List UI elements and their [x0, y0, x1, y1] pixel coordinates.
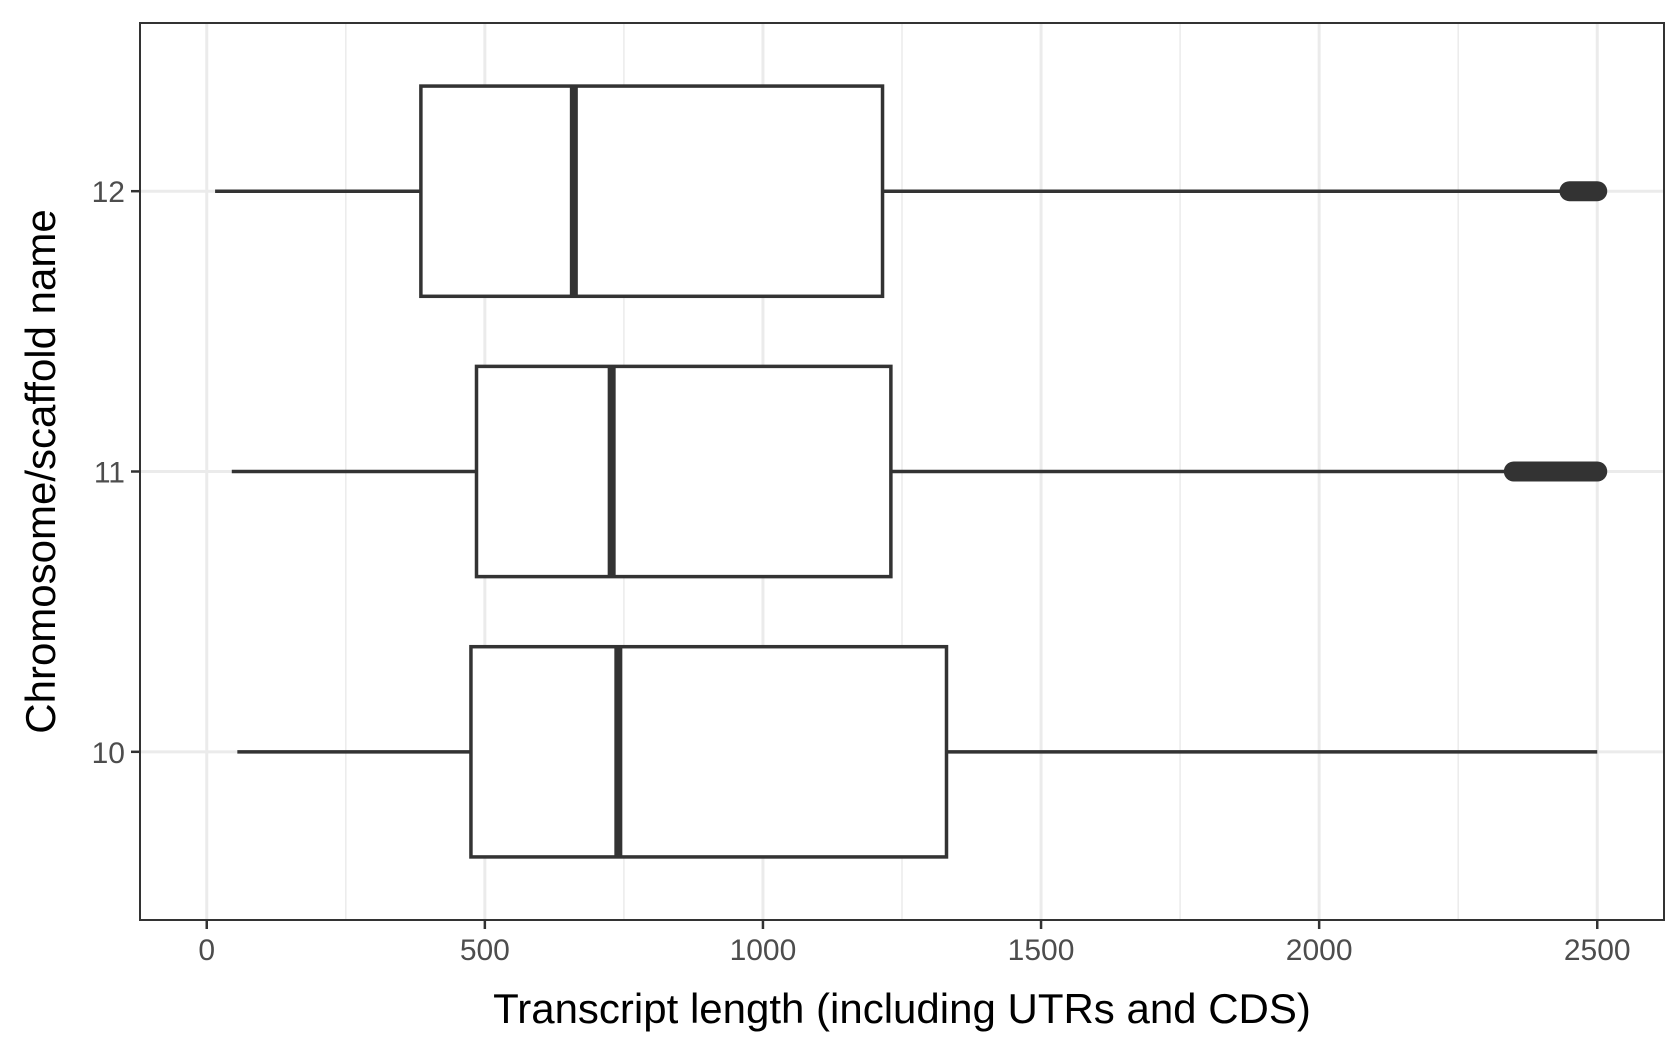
box-iqr [469, 644, 949, 859]
box-10 [237, 644, 1598, 859]
x-tick-label: 1000 [730, 934, 797, 967]
y-tick-label: 12 [92, 176, 125, 209]
x-tick-label: 2500 [1564, 934, 1631, 967]
x-tick-label: 1500 [1008, 934, 1075, 967]
y-tick-label: 10 [92, 737, 125, 770]
x-tick-label: 0 [198, 934, 215, 967]
box-iqr [419, 84, 885, 299]
boxes [215, 84, 1608, 859]
y-tick-label: 11 [94, 457, 125, 490]
box-11 [231, 364, 1608, 579]
x-axis-title: Transcript length (including UTRs and CD… [493, 985, 1311, 1032]
x-tick-label: 500 [460, 934, 510, 967]
y-axis-title: Chromosome/scaffold name [17, 209, 64, 733]
box-12 [215, 84, 1608, 299]
axes: 0 500 1000 1500 2000 2500 10 11 12 [92, 176, 1631, 967]
x-tick-label: 2000 [1286, 934, 1353, 967]
box-iqr [474, 364, 893, 579]
